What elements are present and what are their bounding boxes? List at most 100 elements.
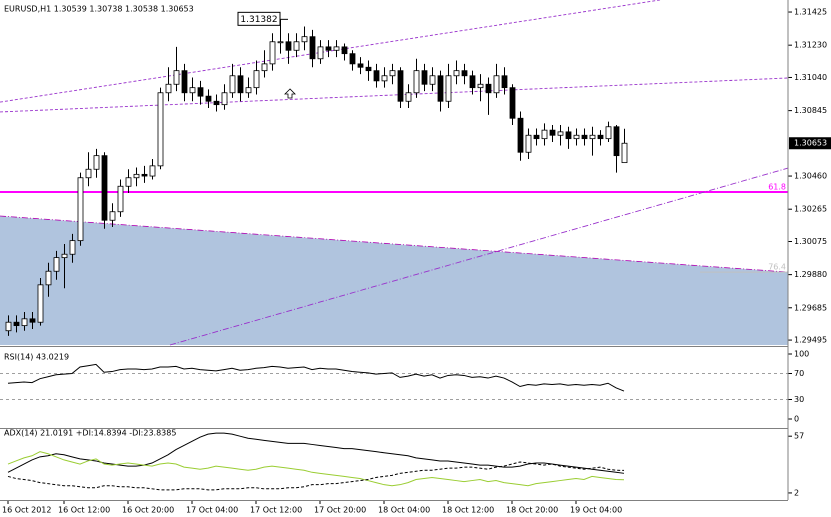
candle-body — [117, 185, 124, 213]
candle-body — [373, 70, 380, 82]
candle-body — [581, 134, 588, 140]
y-tick-label: 1.31425 — [794, 8, 827, 17]
x-tick-label: 16 Oct 2012 — [2, 506, 51, 515]
candle-body — [469, 75, 476, 89]
x-tick-label: 17 Oct 12:00 — [250, 506, 302, 515]
trend-line — [0, 77, 789, 113]
x-tick-label: 17 Oct 20:00 — [314, 506, 366, 515]
indicator-line — [7, 363, 625, 392]
y-tick-label: 1.29880 — [794, 270, 827, 279]
candle-body — [317, 46, 324, 60]
candle-body — [501, 75, 508, 89]
candle-body — [573, 134, 580, 140]
candle-body — [357, 63, 364, 68]
x-tick-label: 17 Oct 04:00 — [186, 506, 238, 515]
y-tick-label: 1.30265 — [794, 205, 827, 214]
panel-title: ADX(14) 21.0191 +DI:14.8394 -DI:23.8385 — [4, 429, 176, 438]
candle-body — [429, 75, 436, 85]
candle-body — [69, 240, 76, 255]
trend-line — [0, 0, 661, 103]
fib-level-label: 61.8 — [768, 183, 786, 192]
candle-body — [277, 41, 284, 44]
candle-body — [397, 70, 404, 102]
candle-body — [133, 173, 140, 179]
candle-body — [125, 177, 132, 187]
candle-body — [509, 87, 516, 119]
candle-body — [5, 321, 12, 332]
price-label-box — [237, 11, 281, 26]
indicator-line — [7, 432, 625, 474]
candle-body — [301, 36, 308, 43]
y-tick-label: 1.30845 — [794, 106, 827, 115]
candle-body — [53, 257, 60, 272]
y-tick-label: 1.31040 — [794, 73, 827, 82]
candle-body — [197, 87, 204, 97]
panel-title: RSI(14) 43.0219 — [4, 353, 69, 362]
candle-body — [189, 87, 196, 94]
indicator-line — [7, 461, 625, 491]
candle-body — [333, 46, 340, 51]
candle-body — [477, 83, 484, 89]
candle-body — [157, 92, 164, 167]
candle-body — [461, 70, 468, 77]
candle-body — [565, 131, 572, 140]
x-tick-label: 18 Oct 04:00 — [378, 506, 430, 515]
arrow-marker — [284, 88, 296, 99]
y-tick-label: 2 — [794, 488, 799, 497]
candle-body — [445, 75, 452, 102]
y-tick-label: 0 — [794, 415, 799, 424]
candle-body — [37, 284, 44, 323]
y-tick-label: 100 — [794, 350, 809, 359]
y-tick-label: 1.31230 — [794, 41, 827, 50]
y-tick-label: 30 — [794, 395, 804, 404]
candle-body — [597, 134, 604, 140]
candle-body — [245, 87, 252, 94]
candle-body — [533, 134, 540, 140]
candle-body — [13, 321, 20, 327]
candle-body — [109, 211, 116, 221]
trend-line — [169, 167, 789, 346]
candle-body — [389, 70, 396, 77]
candle-body — [21, 318, 28, 327]
candle-body — [237, 75, 244, 94]
panel-title: EURUSD,H1 1.30539 1.30738 1.30538 1.3065… — [4, 5, 194, 14]
candle-body — [141, 173, 148, 177]
candle-body — [349, 53, 356, 65]
candle-body — [493, 75, 500, 94]
last-price-box — [789, 137, 831, 150]
y-tick-label: 1.29495 — [794, 336, 827, 345]
candle-body — [93, 155, 100, 170]
candle-body — [309, 36, 316, 60]
candle-body — [421, 70, 428, 85]
candle-body — [485, 83, 492, 94]
candle-body — [45, 270, 52, 286]
y-tick-label: 70 — [794, 369, 804, 378]
candle-body — [253, 70, 260, 89]
candle-body — [29, 318, 36, 323]
y-tick-label: 57 — [794, 432, 804, 441]
candle-body — [525, 134, 532, 153]
candle-body — [365, 66, 372, 72]
candle-body — [405, 92, 412, 102]
candle-body — [437, 75, 444, 102]
candle-body — [605, 126, 612, 140]
candle-body — [589, 134, 596, 140]
candle-body — [149, 165, 156, 177]
candle-body — [541, 129, 548, 140]
candle-body — [77, 177, 84, 242]
x-tick-label: 18 Oct 12:00 — [442, 506, 494, 515]
candle-body — [613, 126, 620, 157]
candle-body — [165, 83, 172, 94]
candle-body — [517, 117, 524, 153]
indicator-line — [7, 451, 625, 487]
candle-body — [213, 100, 220, 106]
candle-body — [205, 95, 212, 102]
x-tick-label: 18 Oct 20:00 — [506, 506, 558, 515]
candle-body — [269, 41, 276, 65]
candle-body — [453, 70, 460, 77]
x-tick-label: 16 Oct 12:00 — [58, 506, 110, 515]
fib-zone-label: 76.4 — [768, 263, 786, 272]
y-tick-label: 1.29685 — [794, 303, 827, 312]
